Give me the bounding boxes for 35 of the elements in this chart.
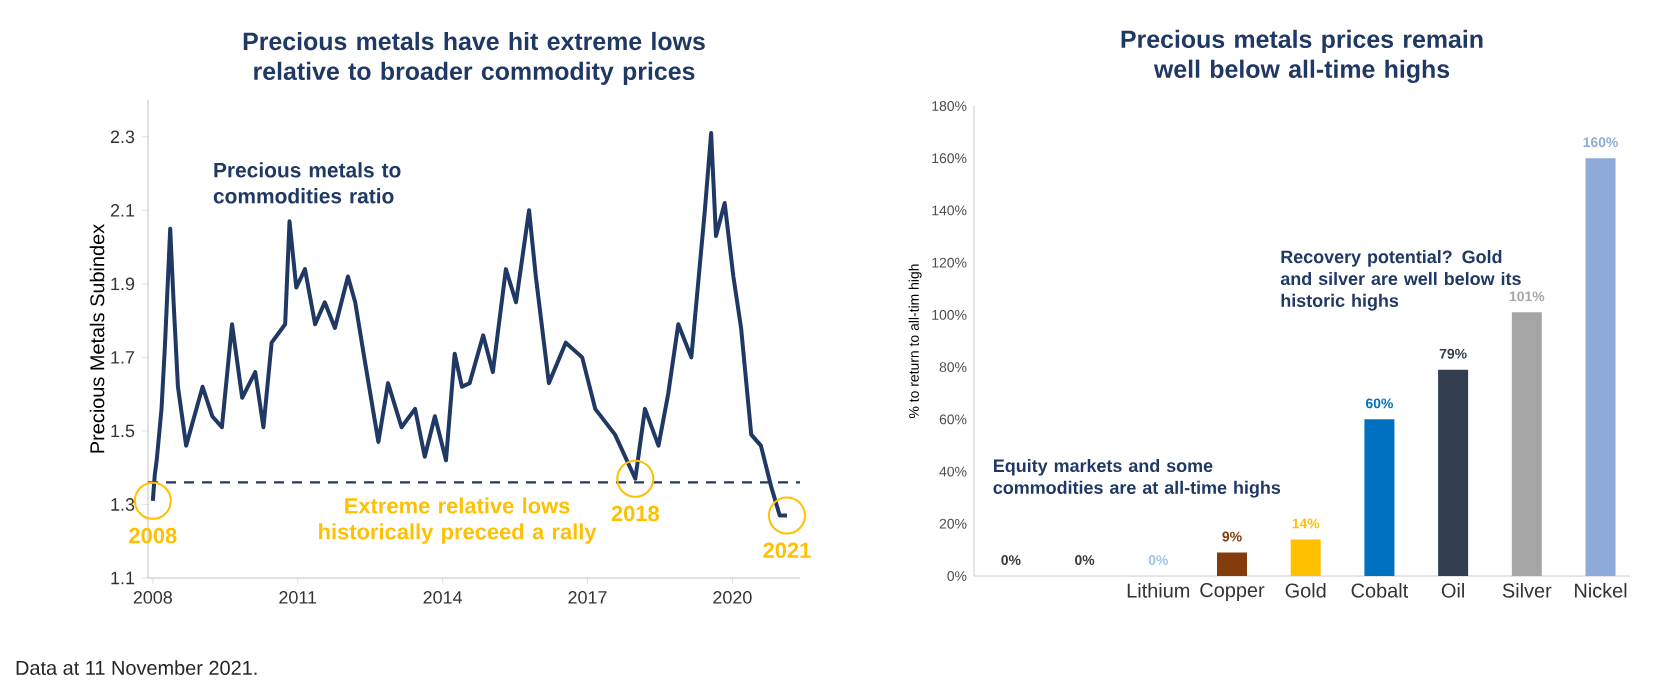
- x-tick-label: Gold: [1285, 583, 1326, 598]
- x-tick-label: Nickel: [1575, 583, 1627, 598]
- x-tick-label: Copper: [1200, 583, 1265, 602]
- y-tick-label: 2.3: [110, 130, 135, 144]
- y-axis-title: Precious Metals Subindex: [89, 224, 105, 453]
- y-tick-label: 2.1: [110, 204, 135, 217]
- x-tick-label: 2011: [279, 591, 317, 604]
- chart-title: Precious metals prices remain well below all-time highs: [1121, 29, 1483, 84]
- ref-line-label: Extreme relative lows historically preceed a rally: [319, 497, 597, 544]
- x-tick-label: 2008: [133, 591, 172, 604]
- x-tick-label: 2020: [713, 591, 752, 604]
- annotation: Precious metals to commodities ratio: [213, 162, 401, 204]
- x-tick-label: 2017: [568, 591, 607, 604]
- y-tick-label: 1.3: [111, 498, 135, 511]
- y-tick-label: 1.1: [111, 571, 135, 585]
- bar: [1364, 419, 1395, 576]
- bar: [1438, 369, 1469, 576]
- y-tick-label: 1.7: [111, 351, 135, 364]
- x-tick-label: Oil: [1441, 583, 1464, 598]
- annotation: 2018: [611, 505, 659, 522]
- y-tick-label: 1.5: [111, 424, 135, 438]
- x-tick-label: Silver: [1502, 583, 1552, 598]
- annotation: 2008: [129, 527, 177, 544]
- bar: [1290, 539, 1321, 576]
- y-tick-label: 1.9: [111, 277, 135, 291]
- x-tick-label: Cobalt: [1351, 583, 1409, 598]
- annotation: Equity markets and some commodities are at all-time highs: [993, 458, 1281, 498]
- bar: [1511, 312, 1542, 576]
- bar: [1216, 552, 1247, 576]
- x-tick-label: Lithium: [1127, 583, 1190, 598]
- bar: [1585, 158, 1616, 576]
- text: Data at 11 November 2021.: [16, 660, 257, 675]
- annotation: 2021: [763, 542, 811, 559]
- x-tick-label: 2014: [423, 591, 463, 604]
- chart-title: Precious metals have hit extreme lows relative to broader commodity prices: [243, 31, 705, 85]
